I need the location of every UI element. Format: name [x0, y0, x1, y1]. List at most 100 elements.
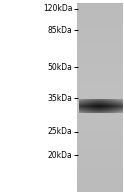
- Bar: [77, 168, 123, 169]
- Bar: [77, 188, 123, 189]
- Bar: [77, 67, 123, 68]
- Bar: [77, 30, 123, 31]
- Bar: [77, 91, 123, 92]
- Bar: [77, 16, 123, 17]
- Bar: [77, 138, 123, 139]
- Bar: [77, 181, 123, 182]
- Bar: [77, 177, 123, 178]
- Bar: [77, 104, 123, 105]
- Bar: [81, 99, 82, 113]
- Bar: [77, 118, 123, 119]
- Bar: [77, 14, 123, 15]
- Bar: [77, 162, 123, 163]
- Bar: [83, 99, 84, 113]
- Bar: [77, 68, 123, 69]
- Bar: [77, 186, 123, 187]
- Bar: [77, 150, 123, 151]
- Bar: [77, 173, 123, 174]
- Text: 35kDa: 35kDa: [48, 94, 73, 103]
- Bar: [77, 76, 123, 77]
- Bar: [77, 114, 123, 115]
- Bar: [82, 99, 83, 113]
- Bar: [77, 106, 123, 107]
- Bar: [77, 75, 123, 76]
- Bar: [77, 83, 123, 84]
- Bar: [77, 72, 123, 73]
- Bar: [77, 126, 123, 127]
- Bar: [77, 49, 123, 50]
- Bar: [109, 99, 110, 113]
- Bar: [77, 25, 123, 26]
- Bar: [77, 88, 123, 89]
- Bar: [77, 175, 123, 176]
- Bar: [77, 32, 123, 33]
- Bar: [77, 130, 123, 131]
- Bar: [92, 99, 93, 113]
- Bar: [77, 134, 123, 135]
- Bar: [77, 65, 123, 66]
- Bar: [77, 159, 123, 160]
- Bar: [77, 187, 123, 188]
- Bar: [77, 29, 123, 30]
- Bar: [77, 6, 123, 7]
- Bar: [77, 66, 123, 67]
- Bar: [77, 84, 123, 85]
- Bar: [77, 123, 123, 124]
- Bar: [112, 99, 113, 113]
- Bar: [121, 99, 122, 113]
- Bar: [77, 174, 123, 175]
- Bar: [77, 142, 123, 143]
- Bar: [95, 99, 96, 113]
- Text: 85kDa: 85kDa: [48, 26, 73, 35]
- Bar: [77, 157, 123, 158]
- Bar: [77, 103, 123, 104]
- Bar: [77, 129, 123, 130]
- Bar: [89, 99, 90, 113]
- Bar: [77, 74, 123, 75]
- Bar: [77, 139, 123, 140]
- Bar: [77, 184, 123, 185]
- Bar: [77, 69, 123, 70]
- Bar: [77, 113, 123, 114]
- Bar: [77, 47, 123, 48]
- Bar: [77, 190, 123, 191]
- Bar: [99, 99, 100, 113]
- Bar: [77, 89, 123, 90]
- Bar: [77, 56, 123, 57]
- Bar: [77, 160, 123, 161]
- Bar: [77, 120, 123, 121]
- Bar: [79, 99, 80, 113]
- Bar: [77, 97, 123, 98]
- Bar: [77, 3, 123, 4]
- Bar: [117, 99, 118, 113]
- Bar: [77, 59, 123, 60]
- Bar: [77, 112, 123, 113]
- Bar: [77, 41, 123, 42]
- Bar: [77, 15, 123, 16]
- Bar: [96, 99, 97, 113]
- Bar: [77, 18, 123, 19]
- Bar: [77, 140, 123, 141]
- Bar: [77, 58, 123, 59]
- Bar: [77, 155, 123, 156]
- Bar: [77, 78, 123, 79]
- Bar: [77, 137, 123, 138]
- Bar: [80, 99, 81, 113]
- Bar: [77, 81, 123, 82]
- Bar: [77, 64, 123, 65]
- Bar: [77, 163, 123, 164]
- Bar: [77, 73, 123, 74]
- Bar: [77, 5, 123, 6]
- Bar: [77, 100, 123, 101]
- Bar: [77, 166, 123, 167]
- Text: 20kDa: 20kDa: [48, 151, 73, 160]
- Bar: [77, 13, 123, 14]
- Bar: [77, 98, 123, 99]
- Bar: [77, 99, 123, 100]
- Bar: [77, 149, 123, 150]
- Bar: [77, 182, 123, 183]
- Bar: [77, 176, 123, 177]
- Bar: [100, 99, 101, 113]
- Bar: [77, 79, 123, 80]
- Bar: [77, 27, 123, 28]
